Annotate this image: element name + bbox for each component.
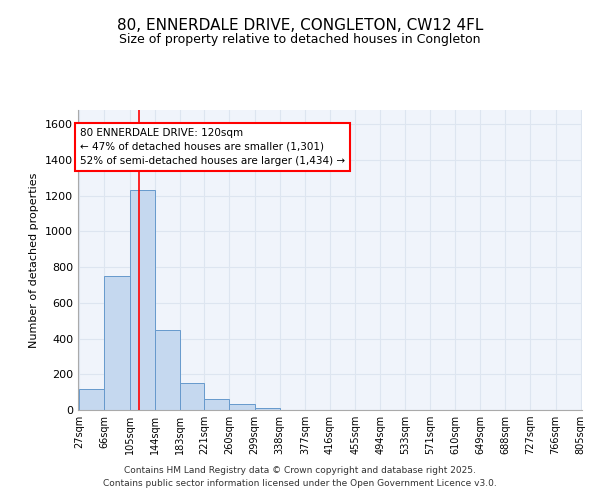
Bar	[104, 276, 130, 410]
Text: Contains HM Land Registry data © Crown copyright and database right 2025.
Contai: Contains HM Land Registry data © Crown c…	[103, 466, 497, 487]
Text: Size of property relative to detached houses in Congleton: Size of property relative to detached ho…	[119, 32, 481, 46]
Text: 80, ENNERDALE DRIVE, CONGLETON, CW12 4FL: 80, ENNERDALE DRIVE, CONGLETON, CW12 4FL	[117, 18, 483, 32]
Bar	[130, 190, 155, 410]
Bar	[155, 330, 180, 410]
Y-axis label: Number of detached properties: Number of detached properties	[29, 172, 40, 348]
Bar	[180, 383, 205, 410]
Bar	[254, 408, 280, 410]
Bar	[79, 388, 104, 410]
Bar	[229, 404, 254, 410]
Bar	[205, 400, 229, 410]
Text: 80 ENNERDALE DRIVE: 120sqm
← 47% of detached houses are smaller (1,301)
52% of s: 80 ENNERDALE DRIVE: 120sqm ← 47% of deta…	[80, 128, 345, 166]
